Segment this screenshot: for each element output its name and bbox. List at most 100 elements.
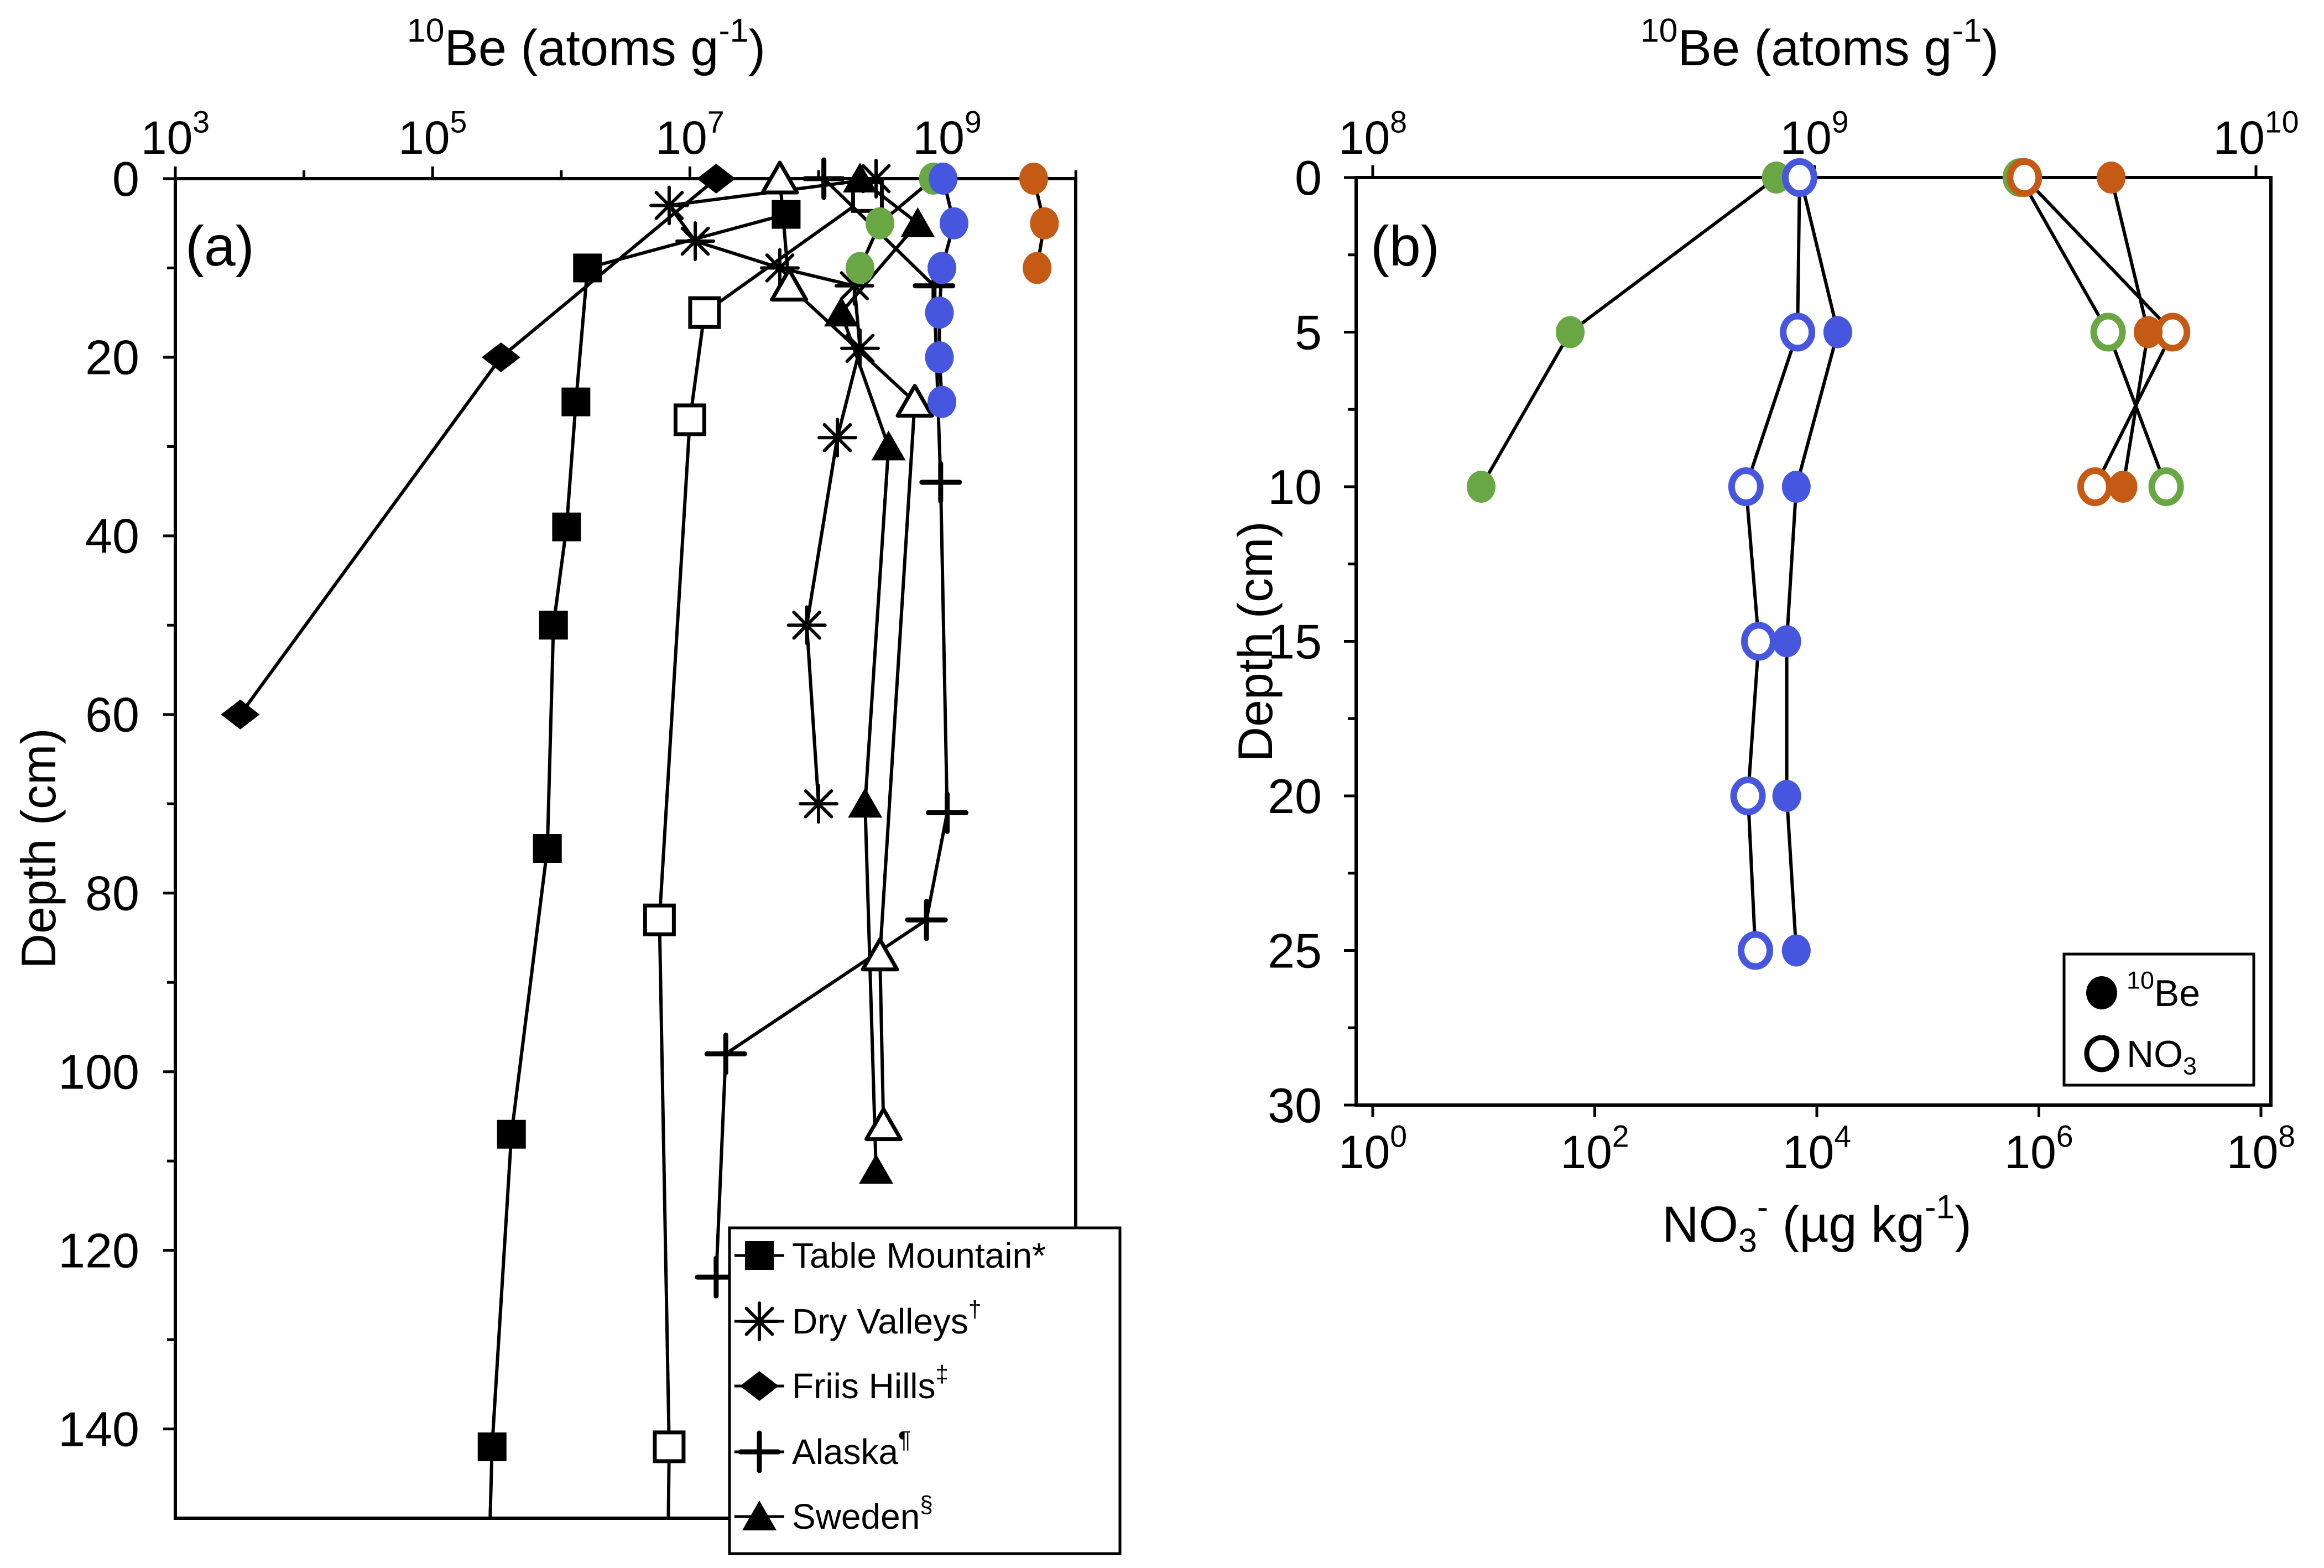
marker-filled-circle [1023, 252, 1052, 284]
marker-filled-square [539, 611, 568, 640]
panel-b-bottom-tick-label-1: 102 [1560, 1119, 1629, 1178]
panel-a-legend: Table Mountain* Dry Valleys† Friis Hills‡ A… [728, 1226, 1122, 1555]
panel-a-title: 10Be (atoms g-1) [407, 12, 765, 76]
panel-b-y-tick-label-2: 10 [1268, 460, 1322, 514]
marker-filled-triangle [871, 430, 906, 461]
panel-a-legend-entry-friis-hills: Friis Hills‡ [734, 1361, 949, 1406]
marker-filled-circle [927, 252, 957, 284]
panel-b-y-tick-label-1: 5 [1295, 305, 1322, 360]
marker-filled-circle [2108, 471, 2138, 503]
legend-marker-plus [738, 1430, 781, 1473]
marker-filled-asterisk [799, 784, 838, 824]
panel-a-y-tick-label-4: 80 [85, 866, 139, 921]
legend-marker-triangle [742, 1501, 777, 1530]
marker-open-circle [1728, 467, 1764, 506]
panel-b-legend-entry-no3: NO3 [2084, 1033, 2197, 1080]
marker-filled-plus [803, 157, 846, 200]
panel-b-x-axis-title: NO3- (µg kg-1) [1662, 1188, 1972, 1259]
panel-a-x-tick-label-1: 105 [398, 105, 467, 164]
marker-filled-triangle [859, 1154, 894, 1184]
panel-a-series-sweden [824, 163, 935, 1184]
panel-b-bottom-tick-label-3: 106 [2004, 1119, 2073, 1178]
marker-open-square [653, 1430, 686, 1463]
panel-b-series-be10-blue [1772, 162, 1852, 967]
marker-filled-square [552, 512, 581, 541]
panel-b-y-tick-label-4: 20 [1268, 769, 1322, 824]
marker-filled-asterisk [786, 605, 827, 645]
marker-filled-circle [1781, 471, 1811, 503]
panel-a-y-axis-title: Depth (cm) [11, 728, 66, 968]
marker-open-circle [1741, 622, 1777, 661]
panel-b-y-tick-label-3: 15 [1268, 614, 1322, 669]
marker-filled-plus [919, 461, 962, 504]
marker-filled-circle [845, 252, 874, 284]
panel-b-series-be10-blue-line [1785, 177, 1840, 951]
panel-b-series-no3-blue [1728, 158, 1817, 970]
panel-a-legend-entry-table-mountain: Table Mountain* [734, 1236, 1046, 1275]
marker-open-triangle [864, 1107, 903, 1142]
panel-b-bottom-tick-label-2: 104 [1783, 1119, 1851, 1178]
panel-b-y-tick-label-0: 0 [1295, 150, 1322, 205]
panel-a-legend-entry-dry-valleys: Dry Valleys† [734, 1296, 981, 1341]
marker-filled-circle [865, 207, 894, 239]
marker-open-square [673, 403, 706, 436]
panel-b-legend: 10Be NO3 [2062, 952, 2255, 1087]
marker-filled-square [561, 387, 591, 416]
marker-open-circle [2148, 467, 2184, 506]
panel-b-series-no3-blue-line [1744, 177, 1801, 951]
legend-label: Friis Hills‡ [792, 1361, 949, 1406]
panel-a-series-orange-circles [1019, 163, 1059, 284]
marker-filled-triangle [848, 788, 883, 818]
series-line [839, 177, 920, 1170]
legend-label: Dry Valleys† [792, 1296, 981, 1341]
marker-filled-circle [925, 341, 954, 373]
legend-label: Alaska¶ [792, 1427, 911, 1472]
legend-marker-square [745, 1241, 774, 1270]
series-line [1744, 177, 1801, 951]
panel-b-bottom-tick-label-4: 108 [2227, 1119, 2295, 1178]
marker-filled-triangle [842, 163, 877, 192]
marker-filled-square [533, 834, 562, 863]
marker-open-circle [2090, 312, 2126, 352]
marker-filled-diamond [481, 342, 520, 372]
marker-filled-plus [704, 1032, 747, 1075]
marker-open-square [688, 296, 721, 329]
marker-open-square [643, 903, 676, 936]
marker-filled-circle [925, 296, 954, 329]
panel-a-y-tick-label-1: 20 [85, 330, 139, 385]
marker-open-circle [1780, 312, 1816, 352]
marker-filled-circle [1467, 471, 1496, 503]
panel-b-y-tick-label-5: 25 [1268, 923, 1322, 978]
marker-filled-circle [929, 163, 958, 195]
panel-a-y-tick-label-6: 120 [58, 1223, 139, 1278]
marker-filled-triangle [824, 296, 858, 327]
legend-marker-diamond [740, 1371, 779, 1401]
legend-label: Table Mountain* [792, 1236, 1046, 1275]
marker-open-triangle [770, 268, 809, 302]
panel-a-plot-border [174, 177, 1077, 1520]
panel-b-bottom-tick-label-0: 100 [1338, 1119, 1407, 1178]
panel-a-y-tick-label-0: 0 [112, 152, 139, 206]
marker-open-triangle [760, 160, 799, 195]
panel-b-top-tick-label-2: 1010 [2213, 105, 2299, 164]
marker-filled-circle [1556, 316, 1585, 348]
panel-a-x-tick-label-3: 109 [913, 105, 981, 164]
panel-b-title: 10Be (atoms g-1) [1640, 12, 1999, 76]
marker-filled-square [497, 1119, 526, 1149]
panel-a: 103 105 107 109 0 20 40 60 80 100 120 140 10Be (atom… [11, 12, 1122, 1555]
panel-b-y-axis-title: Depth (cm) [1228, 521, 1283, 762]
panel-a-y-tick-label-2: 40 [85, 509, 139, 564]
marker-filled-circle [2134, 316, 2163, 348]
marker-open-circle [1730, 777, 1766, 815]
marker-open-triangle [895, 384, 934, 418]
legend-label: Sweden§ [792, 1492, 933, 1536]
panel-b-y-axis: 0 5 10 15 20 25 30 [1268, 150, 1356, 1133]
panel-a-legend-entry-alaska: Alaska¶ [734, 1427, 911, 1473]
panel-a-x-tick-label-2: 107 [655, 105, 724, 164]
panel-a-series-open-triangles [760, 160, 934, 1142]
marker-filled-circle [1772, 625, 1801, 658]
